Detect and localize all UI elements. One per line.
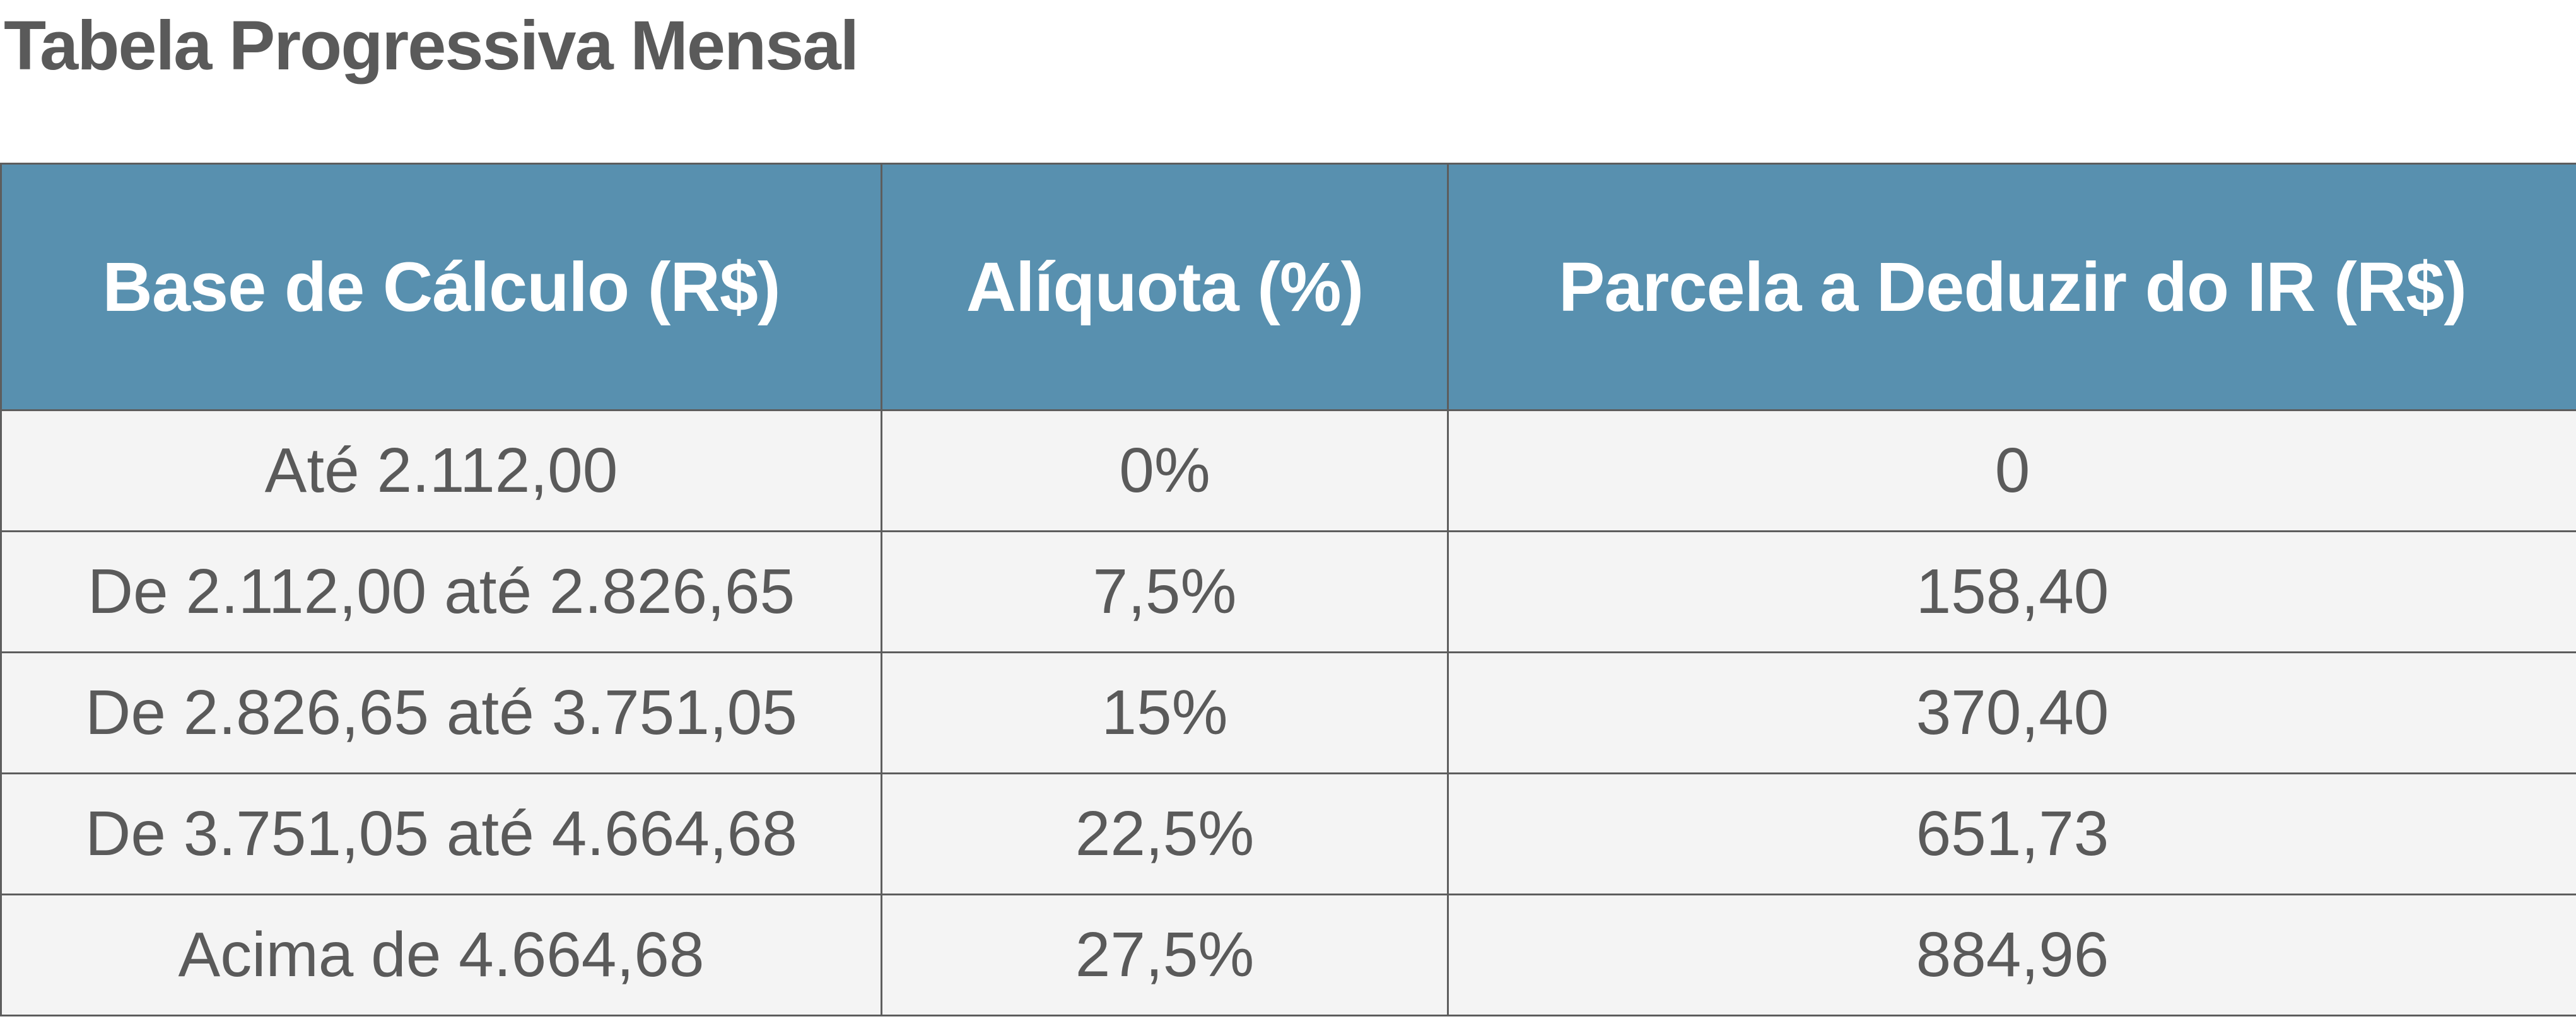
cell-deduction: 158,40 [1447,530,2576,653]
cell-base: De 2.826,65 até 3.751,05 [0,651,882,774]
column-header-rate: Alíquota (%) [881,163,1449,411]
cell-deduction: 884,96 [1447,894,2576,1016]
tax-table: Base de Cálculo (R$) Alíquota (%) Parcel… [0,163,2576,1016]
table-row: De 2.112,00 até 2.826,65 7,5% 158,40 [0,530,2576,653]
page-title: Tabela Progressiva Mensal [4,7,859,84]
table-header: Base de Cálculo (R$) Alíquota (%) Parcel… [0,163,2576,411]
cell-rate: 15% [881,651,1449,774]
table-row: Até 2.112,00 0% 0 [0,409,2576,532]
cell-base: Acima de 4.664,68 [0,894,882,1016]
cell-base: Até 2.112,00 [0,409,882,532]
cell-rate: 22,5% [881,772,1449,895]
cell-base: De 2.112,00 até 2.826,65 [0,530,882,653]
cell-deduction: 651,73 [1447,772,2576,895]
column-header-base: Base de Cálculo (R$) [0,163,882,411]
cell-rate: 0% [881,409,1449,532]
column-header-deduction: Parcela a Deduzir do IR (R$) [1447,163,2576,411]
cell-rate: 7,5% [881,530,1449,653]
table-body: Até 2.112,00 0% 0 De 2.112,00 até 2.826,… [0,409,2576,1016]
cell-rate: 27,5% [881,894,1449,1016]
cell-deduction: 370,40 [1447,651,2576,774]
table-row: De 2.826,65 até 3.751,05 15% 370,40 [0,651,2576,774]
table-row: De 3.751,05 até 4.664,68 22,5% 651,73 [0,772,2576,895]
header-row: Base de Cálculo (R$) Alíquota (%) Parcel… [0,163,2576,411]
table-row: Acima de 4.664,68 27,5% 884,96 [0,894,2576,1016]
cell-deduction: 0 [1447,409,2576,532]
cell-base: De 3.751,05 até 4.664,68 [0,772,882,895]
